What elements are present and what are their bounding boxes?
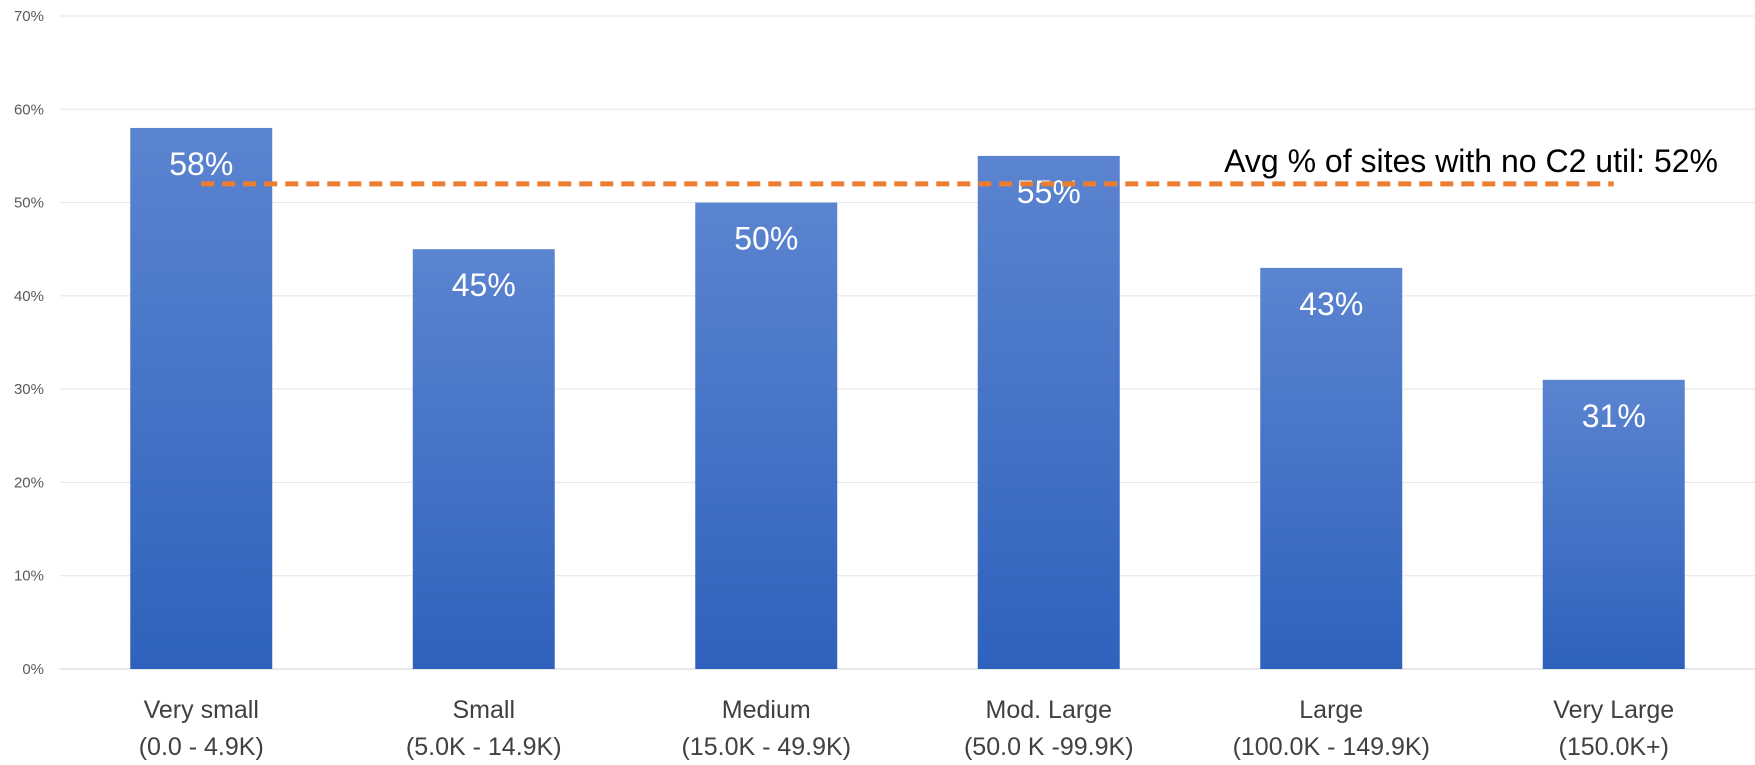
y-axis-tick-labels: 0% 10% 20% 30% 40% 50% 60% 70%	[14, 8, 44, 678]
data-label: 58%	[169, 146, 233, 182]
bar	[130, 127, 273, 669]
x-category-name: Small	[452, 696, 515, 724]
x-category-range: (100.0K - 149.9K)	[1233, 733, 1430, 761]
y-tick-label: 40%	[14, 288, 44, 305]
x-category-name: Medium	[722, 696, 811, 724]
x-category-range: (15.0K - 49.9K)	[681, 733, 851, 761]
y-tick-label: 60%	[14, 101, 44, 118]
bar	[1542, 379, 1685, 669]
x-category-range: (0.0 - 4.9K)	[139, 733, 264, 761]
x-category-range: (150.0K+)	[1559, 733, 1670, 761]
bar	[695, 202, 838, 670]
data-label: 50%	[734, 221, 798, 257]
data-label: 55%	[1017, 174, 1081, 210]
x-category-name: Very Large	[1553, 696, 1674, 724]
average-reference-label: Avg % of sites with no C2 util: 52%	[1224, 143, 1718, 179]
bar	[412, 249, 555, 669]
data-label: 31%	[1582, 398, 1646, 434]
bars	[130, 127, 1685, 670]
data-label: 43%	[1299, 286, 1363, 322]
y-tick-label: 70%	[14, 8, 44, 25]
bar	[1260, 267, 1403, 669]
average-reference: Avg % of sites with no C2 util: 52%	[201, 143, 1718, 187]
x-category-name: Very small	[144, 696, 259, 724]
data-label: 45%	[452, 267, 516, 303]
x-category-range: (5.0K - 14.9K)	[406, 733, 562, 761]
y-tick-label: 50%	[14, 195, 44, 212]
gridlines	[60, 15, 1755, 670]
y-tick-label: 0%	[22, 661, 44, 678]
bar	[977, 155, 1120, 669]
data-labels: 58% 45% 50% 55% 43% 31%	[169, 146, 1646, 434]
y-tick-label: 30%	[14, 381, 44, 398]
x-axis-category-labels: Very small (0.0 - 4.9K) Small (5.0K - 14.9K…	[139, 696, 1674, 761]
y-tick-label: 10%	[14, 568, 44, 585]
y-tick-label: 20%	[14, 474, 44, 491]
x-category-name: Large	[1299, 696, 1363, 724]
x-category-range: (50.0 K -99.9K)	[964, 733, 1134, 761]
x-category-name: Mod. Large	[986, 696, 1112, 724]
